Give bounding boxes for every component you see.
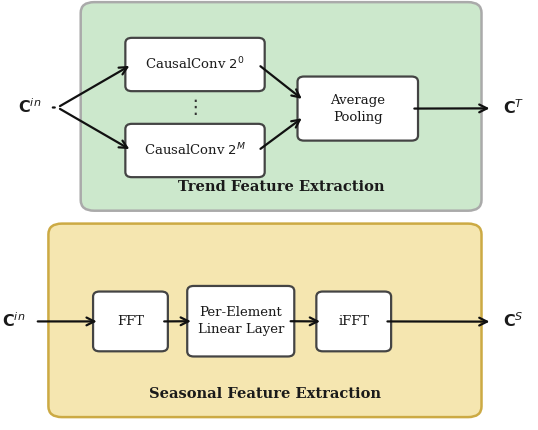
FancyBboxPatch shape — [187, 286, 294, 356]
Text: $\mathbf{C}^{in}$: $\mathbf{C}^{in}$ — [18, 98, 41, 117]
Text: $\mathbf{C}^{S}$: $\mathbf{C}^{S}$ — [504, 312, 524, 331]
FancyBboxPatch shape — [81, 2, 482, 211]
Text: iFFT: iFFT — [338, 315, 369, 328]
Text: Trend Feature Extraction: Trend Feature Extraction — [178, 180, 384, 194]
Text: $\mathbf{C}^{T}$: $\mathbf{C}^{T}$ — [503, 99, 525, 118]
FancyBboxPatch shape — [316, 292, 391, 351]
Text: FFT: FFT — [117, 315, 144, 328]
FancyBboxPatch shape — [125, 38, 265, 91]
Text: Per-Element
Linear Layer: Per-Element Linear Layer — [197, 306, 284, 336]
Text: CausalConv $2^M$: CausalConv $2^M$ — [144, 142, 246, 159]
Text: $\mathbf{C}^{in}$: $\mathbf{C}^{in}$ — [2, 312, 25, 331]
FancyBboxPatch shape — [48, 224, 482, 417]
Text: Average
Pooling: Average Pooling — [330, 94, 385, 123]
Text: CausalConv $2^0$: CausalConv $2^0$ — [145, 56, 245, 73]
Text: ⋮: ⋮ — [185, 98, 205, 117]
FancyBboxPatch shape — [93, 292, 168, 351]
FancyBboxPatch shape — [298, 77, 418, 141]
Text: Seasonal Feature Extraction: Seasonal Feature Extraction — [148, 387, 381, 401]
FancyBboxPatch shape — [125, 124, 265, 177]
